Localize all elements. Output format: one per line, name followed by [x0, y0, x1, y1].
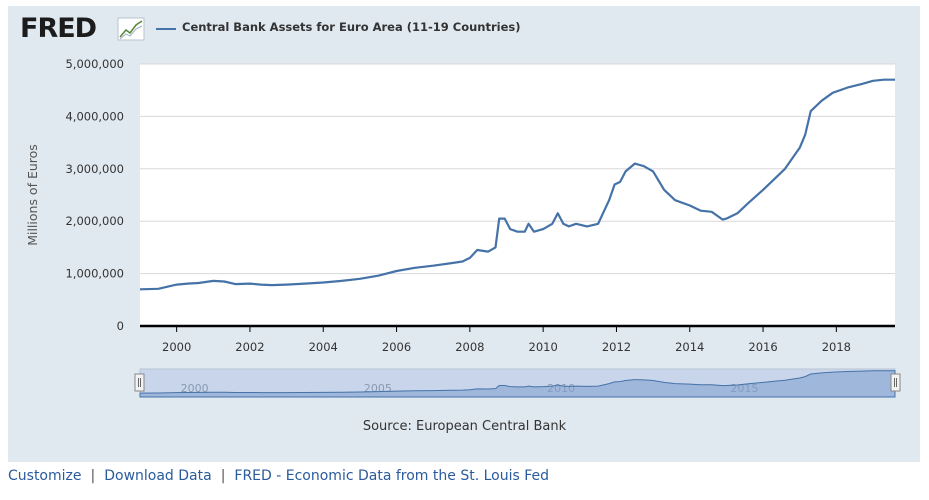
x-tick-label: 2014: [675, 340, 704, 354]
navigator-left-handle[interactable]: [134, 373, 145, 392]
download-data-link[interactable]: Download Data: [104, 468, 212, 484]
grid-lines: [140, 63, 895, 275]
chart: 0 1,000,000 2,000,000 3,000,000 4,000,000 5,0…: [25, 57, 901, 398]
legend-series-line: [156, 28, 176, 30]
series-layer: [139, 78, 895, 291]
x-tick-label: 2012: [602, 340, 631, 354]
y-axis-title: Millions of Euros: [25, 144, 40, 246]
y-tick-label: 4,000,000: [65, 109, 124, 123]
series-line[interactable]: [139, 78, 895, 291]
customize-link[interactable]: Customize: [8, 468, 82, 484]
x-tick-label: 2004: [309, 340, 338, 354]
fred-logo-graph-icon: [117, 17, 145, 41]
plot-area: [140, 64, 895, 326]
x-tick-label: 2006: [382, 340, 411, 354]
y-tick-label: 2,000,000: [65, 214, 124, 228]
x-axis: 2000 2002 2004 2006 2008 2010 2012 2014 2016 2018: [140, 324, 895, 354]
navigator-tick-label: 2000: [181, 382, 209, 395]
x-tick-label: 2018: [822, 340, 851, 354]
navigator-area: [139, 370, 896, 398]
range-navigator[interactable]: 2000200520102015: [134, 368, 901, 398]
fred-home-link[interactable]: FRED - Economic Data from the St. Louis …: [234, 468, 550, 484]
footer-separator: |: [90, 468, 96, 484]
y-axis: 0 1,000,000 2,000,000 3,000,000 4,000,000 5,0…: [65, 57, 124, 333]
x-tick-label: 2010: [529, 340, 558, 354]
x-tick-label: 2016: [748, 340, 777, 354]
y-tick-label: 5,000,000: [65, 57, 124, 71]
fred-logo[interactable]: FRED: [20, 13, 97, 44]
y-tick-label: 3,000,000: [65, 162, 124, 176]
source-note: Source: European Central Bank: [362, 419, 567, 434]
x-tick-label: 2000: [162, 340, 191, 354]
x-tick-label: 2008: [455, 340, 484, 354]
x-tick-label: 2002: [235, 340, 264, 354]
footer-links: Customize | Download Data | FRED - Economic …: [8, 468, 549, 484]
y-tick-label: 1,000,000: [65, 267, 124, 281]
navigator-right-handle[interactable]: [890, 373, 901, 392]
y-tick-label: 0: [117, 319, 124, 333]
footer-separator: |: [220, 468, 226, 484]
legend-series-label: Central Bank Assets for Euro Area (11-19…: [182, 20, 521, 34]
